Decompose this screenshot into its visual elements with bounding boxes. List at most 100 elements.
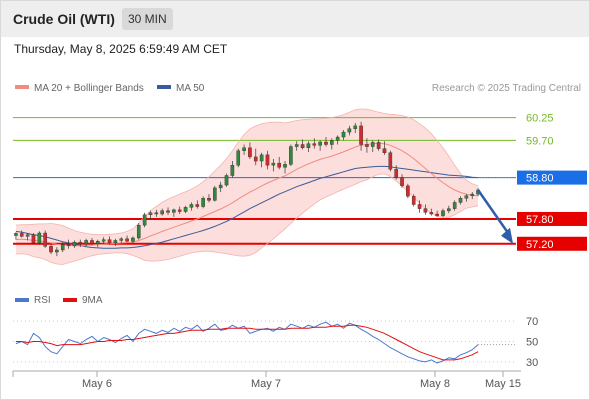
candle-body (365, 144, 369, 147)
candle-body (300, 144, 305, 149)
candle-body (142, 214, 147, 226)
candle-body (283, 164, 287, 168)
resistance-level-label: 60.25 (526, 113, 554, 125)
candle-body (113, 240, 118, 244)
candle-body (248, 147, 252, 158)
candle-body (72, 241, 77, 247)
ma50-legend-swatch (157, 85, 171, 89)
candle-body (14, 233, 18, 236)
candle-body (359, 125, 363, 145)
candle-body (213, 187, 217, 201)
support-level-label: 57.20 (526, 239, 554, 251)
candle-body (131, 237, 135, 242)
candle-body (353, 125, 358, 129)
candle-body (423, 208, 428, 213)
candle-body (259, 154, 264, 162)
candle-body (31, 234, 36, 244)
candle-body (207, 198, 211, 201)
ma9-legend-label: 9MA (82, 295, 103, 306)
ma50-legend-label: MA 50 (176, 83, 205, 94)
candle-body (90, 240, 94, 244)
candle-body (101, 239, 106, 242)
candle-body (125, 238, 129, 242)
candle-body (195, 204, 200, 207)
rsi-line (15, 321, 479, 364)
candle-body (189, 204, 194, 208)
pivot-level-label: 58.80 (526, 173, 554, 185)
instrument-title: Crude Oil (WTI) (13, 11, 115, 27)
candle-body (25, 234, 30, 237)
x-tick-label: May 8 (420, 378, 450, 390)
candle-body (172, 209, 176, 213)
projection-arrow-line (477, 189, 512, 237)
candle-body (400, 177, 404, 187)
rsi-tick-label: 70 (526, 316, 538, 328)
candle-body (78, 241, 83, 244)
rsi-ma9-line (15, 324, 479, 361)
candle-body (347, 128, 352, 133)
candle-body (376, 142, 381, 149)
candle-body (37, 232, 42, 244)
candle-body (341, 131, 346, 138)
candle-body (96, 241, 100, 244)
ma20-line (15, 142, 479, 247)
candle-body (119, 238, 124, 241)
candle-body (160, 210, 164, 215)
rsi-legend-swatch (15, 298, 29, 302)
candle-body (136, 224, 141, 239)
rsi-tick-label: 30 (526, 357, 538, 369)
candle-body (330, 140, 334, 145)
candle-body (411, 196, 416, 205)
candle-body (318, 141, 322, 146)
candle-body (417, 204, 422, 209)
candle-body (230, 164, 235, 176)
candle-body (447, 208, 451, 211)
x-tick-label: May 7 (251, 378, 281, 390)
bollinger-upper-line (15, 108, 479, 236)
support-level-tag (517, 236, 587, 251)
x-tick-label: May 6 (82, 378, 112, 390)
credit-text: Research © 2025 Trading Central (432, 83, 581, 94)
support-level-label: 57.80 (526, 214, 554, 226)
ma20-legend-label: MA 20 + Bollinger Bands (34, 83, 144, 94)
candle-body (370, 142, 375, 147)
main-plot: 60.25 59.70 58.80 57.80 57.20 (13, 108, 587, 265)
x-axis: May 6 May 7 May 8 May 15 (12, 371, 521, 390)
candle-body (55, 249, 59, 253)
candle-body (464, 195, 469, 199)
candle-body (271, 162, 276, 166)
candle-body (107, 239, 112, 244)
candle-body (43, 232, 47, 247)
ma20-legend-swatch (15, 85, 29, 89)
resistance-level-label: 59.70 (526, 135, 554, 147)
candle-body (218, 184, 223, 189)
candle-body (429, 212, 434, 215)
timestamp: Thursday, May 8, 2025 6:59:49 AM CET (14, 42, 228, 56)
ma9-legend-swatch (63, 298, 77, 302)
support-level-tag (517, 211, 587, 226)
candle-body (19, 233, 24, 237)
projection-arrow-head (501, 227, 513, 244)
candle-body (166, 210, 170, 213)
candle-body (452, 202, 457, 209)
candle-body (289, 146, 293, 165)
candle-body (382, 148, 387, 153)
candle-body (441, 210, 445, 216)
candle-body (242, 147, 246, 151)
candle-body (49, 246, 53, 253)
candle-body (312, 143, 317, 146)
candle-body (406, 185, 410, 197)
candle-body (177, 209, 182, 212)
candle-body (236, 150, 241, 166)
candle-body (183, 207, 188, 212)
chart-header: Crude Oil (WTI) 30 MIN (1, 1, 589, 37)
candle-body (253, 156, 258, 162)
rsi-plot: 70 50 30 (13, 316, 538, 369)
x-tick-label: May 15 (485, 378, 521, 390)
candle-body (335, 136, 340, 141)
ma50-line (15, 165, 479, 249)
timeframe-badge[interactable]: 30 MIN (122, 8, 173, 30)
candle-body (277, 162, 281, 168)
